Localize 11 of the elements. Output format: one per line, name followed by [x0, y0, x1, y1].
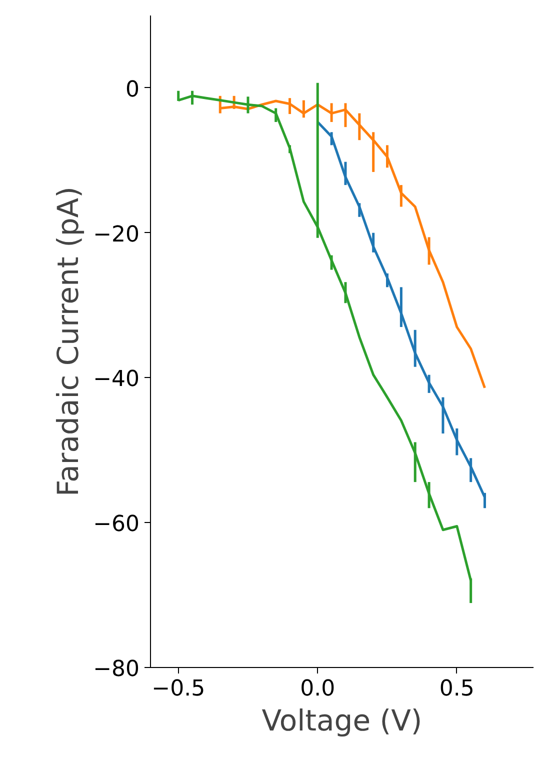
y-tick-label: −20: [93, 222, 140, 248]
y-tick-label: −80: [93, 657, 140, 682]
x-tick-label: −0.5: [152, 676, 206, 702]
x-tick-label: 0.0: [300, 676, 336, 702]
x-tick-label: 0.5: [439, 676, 474, 702]
y-tick-label: 0: [126, 77, 140, 102]
line-series: [218, 100, 486, 390]
y-tick-label: −40: [93, 367, 140, 392]
y-axis-title: Faradaic Current (pA): [51, 186, 86, 496]
x-axis-title: Voltage (V): [262, 704, 422, 738]
y-tick-label: −60: [93, 512, 140, 538]
